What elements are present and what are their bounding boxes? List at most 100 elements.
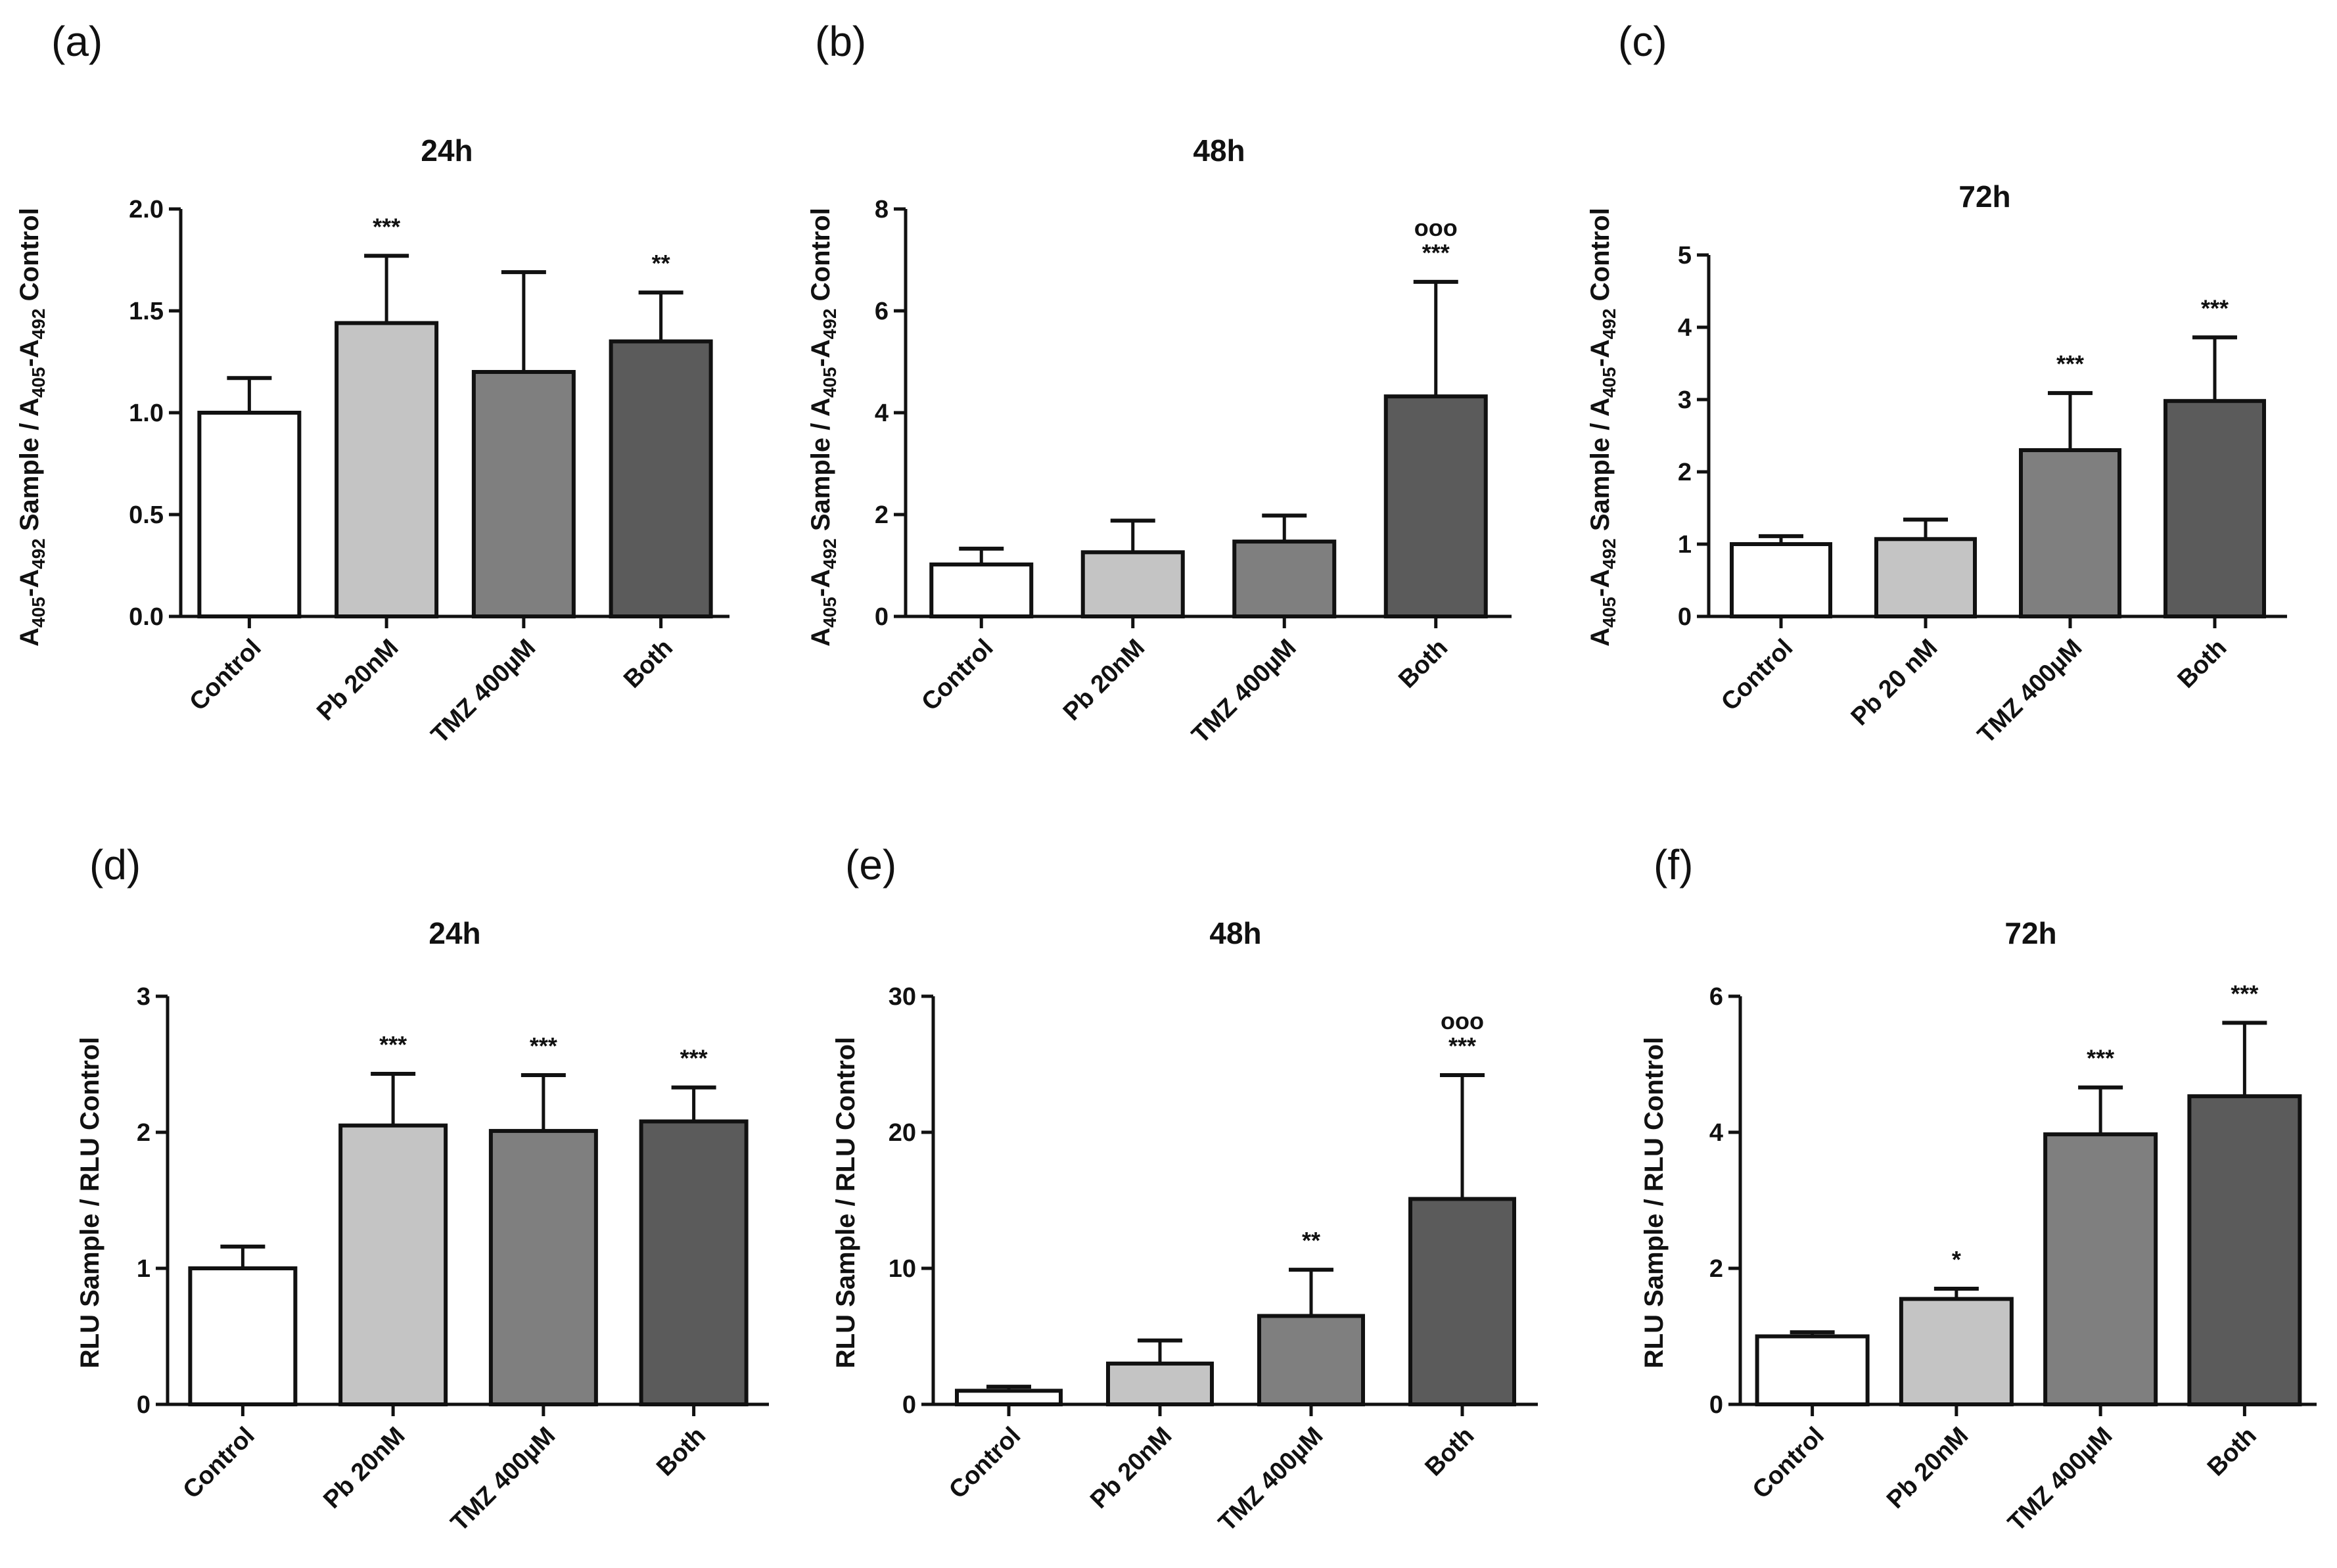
x-tick-label: Control xyxy=(178,1422,260,1504)
panel-label: (d) xyxy=(89,841,141,888)
y-tick-label: 0 xyxy=(137,1391,150,1419)
x-tick-label: Both xyxy=(1420,1422,1479,1482)
y-label-text: -A xyxy=(1586,569,1615,597)
y-tick-label: 4 xyxy=(1709,1119,1723,1147)
x-tick-label: TMZ 400µM xyxy=(2002,1422,2117,1537)
chart-title: 48h xyxy=(1193,133,1245,168)
y-tick-label: 1.0 xyxy=(129,400,164,427)
x-tick-label: Pb 20nM xyxy=(312,634,404,726)
y-label-subscript: 492 xyxy=(1599,308,1619,339)
y-tick-label: 3 xyxy=(1678,386,1692,414)
y-tick-label: 3 xyxy=(137,983,150,1011)
y-tick-label: 1 xyxy=(1678,531,1692,559)
y-label-text: A xyxy=(806,628,835,647)
panel-label: (c) xyxy=(1618,18,1667,65)
x-tick-label: Both xyxy=(2202,1422,2262,1482)
panel-label: (b) xyxy=(815,18,866,65)
y-label-text: Sample / A xyxy=(1586,398,1615,538)
bar-pb xyxy=(1899,1297,2014,1406)
bar-control xyxy=(955,1389,1063,1407)
bar-both xyxy=(639,1119,749,1406)
x-tick-label: Control xyxy=(944,1422,1026,1504)
y-tick-label: 5 xyxy=(1678,242,1692,269)
y-tick-label: 30 xyxy=(889,983,916,1011)
y-label-text: Control xyxy=(15,208,44,308)
panel-label: (e) xyxy=(845,841,896,888)
bar-tmz xyxy=(2019,448,2121,618)
y-label-subscript: 405 xyxy=(820,597,840,628)
bar-tmz xyxy=(471,370,576,618)
y-label-text: Sample / A xyxy=(806,398,835,538)
y-tick-label: 8 xyxy=(875,196,889,223)
x-tick-label: Control xyxy=(185,634,267,716)
significance-label: *** xyxy=(680,1045,708,1072)
x-tick-label: Both xyxy=(2172,634,2232,694)
y-tick-label: 2 xyxy=(875,501,889,529)
significance-label-2: ooo xyxy=(1414,214,1458,241)
bar-pb xyxy=(338,1123,448,1407)
y-label-text: -A xyxy=(1586,339,1615,367)
y-tick-label: 6 xyxy=(1709,983,1723,1011)
y-axis-label: A405-A492 Sample / A405-A492 Control xyxy=(15,208,49,647)
x-tick-label: Pb 20nM xyxy=(1882,1422,1974,1514)
y-label-subscript: 405 xyxy=(28,367,49,398)
significance-label: *** xyxy=(2056,350,2084,377)
panel-label: (f) xyxy=(1654,841,1693,888)
x-tick-label: Both xyxy=(1393,634,1453,694)
bar-control xyxy=(197,411,302,618)
x-tick-label: Pb 20nM xyxy=(318,1422,410,1514)
y-tick-label: 0.5 xyxy=(129,501,164,529)
y-tick-label: 2 xyxy=(1678,459,1692,486)
chart-title: 48h xyxy=(1209,916,1261,950)
bar-pb xyxy=(1106,1361,1214,1406)
y-tick-label: 0 xyxy=(1709,1391,1723,1419)
y-tick-label: 10 xyxy=(889,1255,916,1283)
bar-pb xyxy=(1874,537,1977,618)
bar-tmz xyxy=(488,1128,598,1407)
y-axis-label: RLU Sample / RLU Control xyxy=(831,1037,860,1368)
y-label-text: A xyxy=(1586,628,1615,647)
bar-pb xyxy=(1080,550,1185,618)
x-tick-label: Pb 20nM xyxy=(1058,634,1150,726)
y-label-text: -A xyxy=(15,339,44,367)
y-tick-label: 6 xyxy=(875,298,889,325)
bar-both xyxy=(609,339,713,618)
significance-label: *** xyxy=(373,213,400,240)
bar-both xyxy=(2187,1094,2302,1407)
y-tick-label: 0 xyxy=(875,603,889,631)
y-label-subscript: 492 xyxy=(820,308,840,339)
bar-control xyxy=(929,562,1034,619)
y-label-text: Control xyxy=(806,208,835,308)
significance-label: *** xyxy=(2201,294,2229,321)
significance-label: * xyxy=(1952,1246,1961,1273)
chart-title: 72h xyxy=(2004,916,2056,950)
y-label-subscript: 492 xyxy=(820,538,840,569)
y-tick-label: 1 xyxy=(137,1255,150,1283)
significance-label: *** xyxy=(2087,1045,2114,1072)
y-label-text: -A xyxy=(806,569,835,597)
y-label-subscript: 405 xyxy=(28,597,49,628)
x-tick-label: TMZ 400µM xyxy=(426,634,541,749)
y-label-subscript: 405 xyxy=(820,367,840,398)
significance-label: ** xyxy=(1302,1227,1320,1254)
x-tick-label: TMZ 400µM xyxy=(1972,634,2087,749)
x-tick-label: TMZ 400µM xyxy=(1187,634,1302,749)
y-label-text: Sample / A xyxy=(15,398,44,538)
x-tick-label: Pb 20 nM xyxy=(1846,634,1943,731)
bar-control xyxy=(1755,1334,1870,1406)
y-axis-label: A405-A492 Sample / A405-A492 Control xyxy=(1586,208,1619,647)
y-label-text: A xyxy=(15,628,44,647)
y-label-subscript: 405 xyxy=(1599,367,1619,398)
bar-pb xyxy=(335,321,439,618)
y-axis-label: A405-A492 Sample / A405-A492 Control xyxy=(806,208,840,647)
bar-control xyxy=(188,1266,298,1406)
y-label-text: -A xyxy=(806,339,835,367)
chart-title: 24h xyxy=(428,916,480,950)
y-label-subscript: 492 xyxy=(28,308,49,339)
bar-both xyxy=(2163,399,2266,618)
y-label-text: -A xyxy=(15,569,44,597)
bar-tmz xyxy=(1232,540,1337,619)
